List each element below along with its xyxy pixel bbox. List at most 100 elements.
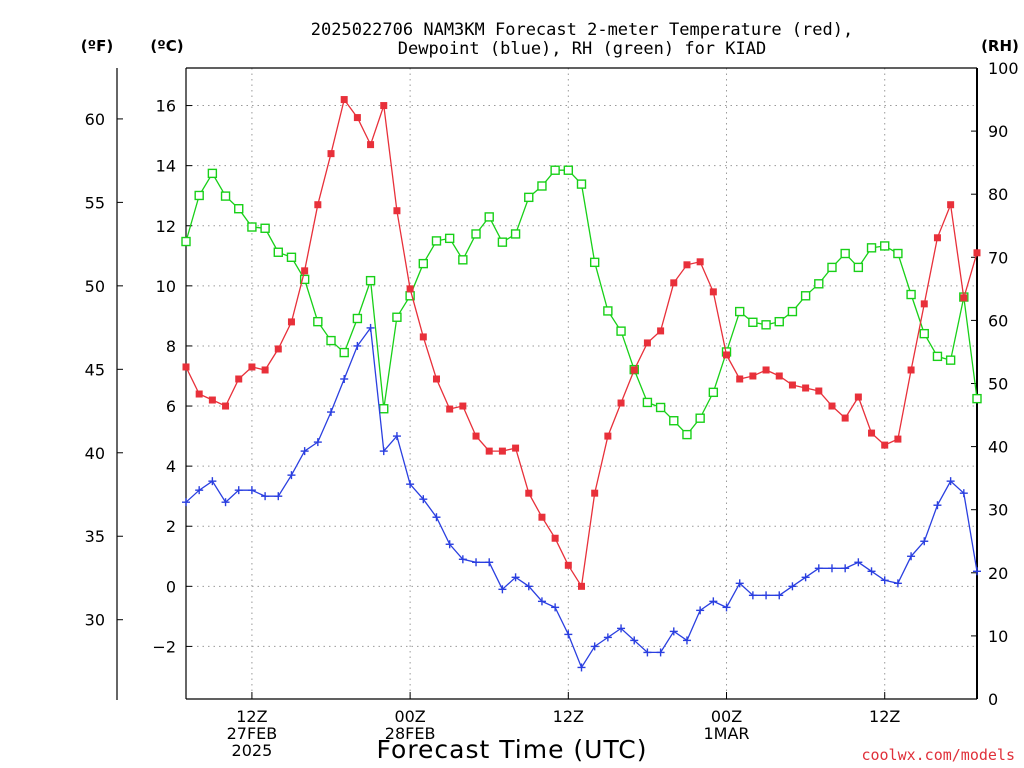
gridlines xyxy=(186,68,977,699)
rh-point xyxy=(814,279,824,289)
temperature-point xyxy=(894,435,902,443)
fahrenheit-unit-label: (ºF) xyxy=(81,37,113,55)
dewpoint-point xyxy=(340,374,349,383)
rh-point xyxy=(893,248,903,259)
rh-point xyxy=(932,351,943,362)
temperature-point xyxy=(446,405,454,413)
x-tick-label: 12Z xyxy=(236,707,267,726)
rh-tick-label: 70 xyxy=(988,248,1008,267)
dewpoint-point xyxy=(643,648,652,657)
rh-tick-label: 100 xyxy=(988,59,1019,78)
rh-tick-label: 80 xyxy=(988,185,1008,204)
temperature-point xyxy=(287,318,295,326)
temperature-point xyxy=(591,489,599,497)
temperature-series xyxy=(182,96,981,590)
dewpoint-point xyxy=(682,636,691,645)
temperature-point xyxy=(459,402,467,410)
temperature-point xyxy=(222,402,230,410)
rh-point xyxy=(642,397,653,408)
fahrenheit-tick-label: 50 xyxy=(85,277,105,296)
rh-point xyxy=(840,248,850,259)
x-tick-label: 00Z xyxy=(711,707,742,726)
temperature-point xyxy=(393,207,401,215)
rh-tick-label: 30 xyxy=(988,501,1008,520)
temperature-point xyxy=(854,393,862,401)
temperature-point xyxy=(709,288,717,296)
dewpoint-point xyxy=(933,501,942,510)
temperature-point xyxy=(881,441,889,449)
temperature-point xyxy=(406,285,414,293)
rh-point xyxy=(761,320,771,330)
rh-point xyxy=(352,313,363,324)
dewpoint-point xyxy=(234,486,243,495)
dewpoint-point xyxy=(274,492,283,501)
temperature-point xyxy=(578,582,585,590)
rh-point xyxy=(616,326,626,336)
chart-title-line-1: 2025022706 NAM3KM Forecast 2-meter Tempe… xyxy=(311,20,853,40)
dewpoint-point xyxy=(696,606,705,615)
temperature-point xyxy=(960,294,968,302)
celsius-tick-label: 2 xyxy=(166,517,176,536)
rh-tick-label: 10 xyxy=(988,627,1008,646)
dewpoint-point xyxy=(880,576,889,585)
rh-point xyxy=(273,247,283,257)
x-tick-label: 2025 xyxy=(232,741,273,760)
fahrenheit-tick-label: 40 xyxy=(85,444,105,463)
dewpoint-point xyxy=(775,591,784,600)
rh-point xyxy=(260,223,270,233)
rh-unit-label: (RH) xyxy=(981,37,1019,55)
temperature-point xyxy=(788,381,796,389)
dewpoint-point xyxy=(669,627,678,636)
tick-labels: −2 0 2 4 6 8 10 12 14 16 30 35 40 45 50 55 60 0 10 20 30 40 50… xyxy=(85,59,1019,760)
rh-point xyxy=(563,165,574,175)
dewpoint-point xyxy=(722,603,731,612)
celsius-tick-label: 16 xyxy=(156,97,176,116)
rh-point xyxy=(774,316,784,327)
rh-point xyxy=(945,355,956,365)
dewpoint-point xyxy=(762,591,771,600)
temperature-line xyxy=(185,98,978,589)
temperature-point xyxy=(973,249,981,257)
temperature-point xyxy=(723,351,731,359)
temperature-point xyxy=(630,366,638,374)
rh-point xyxy=(313,316,323,327)
rh-point xyxy=(524,192,534,203)
dewpoint-point xyxy=(603,633,612,642)
dewpoint-point xyxy=(577,663,586,672)
rh-point xyxy=(576,179,587,189)
dewpoint-point xyxy=(406,480,415,489)
rh-point xyxy=(207,168,218,179)
rh-point xyxy=(800,291,811,301)
rh-point xyxy=(669,416,679,426)
temperature-point xyxy=(538,513,546,521)
rh-point xyxy=(589,257,600,268)
dewpoint-point xyxy=(748,591,757,600)
dewpoint-point xyxy=(247,486,256,495)
dewpoint-point xyxy=(485,558,494,567)
x-tick-label: 28FEB xyxy=(385,724,436,743)
dewpoint-point xyxy=(709,597,718,606)
dewpoint-point xyxy=(511,573,520,582)
rh-point xyxy=(880,241,890,251)
rh-point xyxy=(748,317,758,327)
temperature-point xyxy=(933,234,941,242)
dewpoint-point xyxy=(300,447,309,456)
temperature-point xyxy=(683,261,691,269)
temperature-point xyxy=(815,387,823,395)
temperature-point xyxy=(235,375,243,383)
temperature-point xyxy=(802,384,810,392)
dewpoint-point xyxy=(432,513,441,522)
dewpoint-series xyxy=(182,323,981,672)
dewpoint-point xyxy=(524,582,533,591)
credit-label: coolwx.com/models xyxy=(861,746,1015,764)
dewpoint-line xyxy=(185,326,978,669)
dewpoint-point xyxy=(472,558,481,567)
temperature-point xyxy=(367,141,375,149)
x-tick-label: 1MAR xyxy=(703,724,749,743)
temperature-point xyxy=(340,96,348,104)
rh-point xyxy=(339,347,349,358)
temperature-point xyxy=(762,366,770,374)
temperature-point xyxy=(564,561,572,569)
rh-point xyxy=(866,243,877,253)
